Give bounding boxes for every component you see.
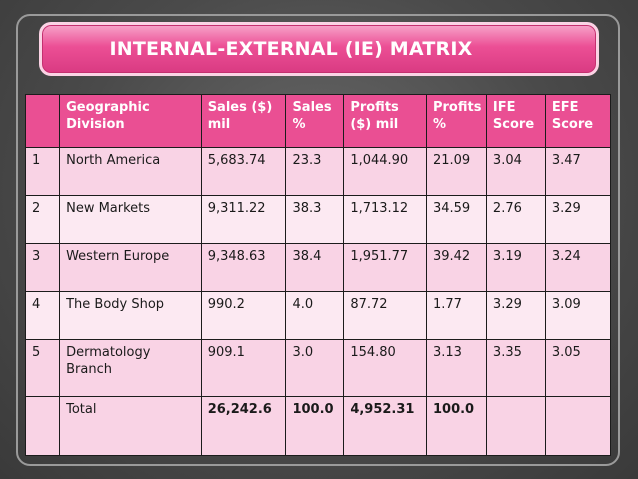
table-cell: 26,242.6 xyxy=(200,396,287,456)
table-cell: 39.42 xyxy=(425,243,487,292)
table-cell xyxy=(485,396,546,456)
slide-title: INTERNAL-EXTERNAL (IE) MATRIX xyxy=(109,38,473,60)
table-cell: 21.09 xyxy=(425,147,487,196)
table-cell: 3.29 xyxy=(485,291,546,340)
table-row: 2 New Markets 9,311.22 38.3 1,713.12 34.… xyxy=(24,195,612,244)
table-cell: 3.29 xyxy=(544,195,612,244)
header-cell: IFE Score xyxy=(485,94,546,148)
table-total-row: Total 26,242.6 100.0 4,952.31 100.0 xyxy=(24,396,612,456)
table-cell: 100.0 xyxy=(425,396,487,456)
table-cell: 9,311.22 xyxy=(200,195,287,244)
table-cell: 1 xyxy=(24,147,61,196)
header-cell: Profits % xyxy=(425,94,487,148)
table-cell: 1,044.90 xyxy=(343,147,427,196)
table-cell: 2 xyxy=(24,195,61,244)
table-cell: 5 xyxy=(24,339,61,397)
table-cell: 4,952.31 xyxy=(343,396,427,456)
total-label: Total xyxy=(59,396,202,456)
table-cell: 5,683.74 xyxy=(200,147,287,196)
header-cell: Sales ($) mil xyxy=(200,94,287,148)
table-cell: 2.76 xyxy=(485,195,546,244)
table-cell: 3.35 xyxy=(485,339,546,397)
table-cell: 154.80 xyxy=(343,339,427,397)
table-cell: 3.19 xyxy=(485,243,546,292)
table-cell: 3.09 xyxy=(544,291,612,340)
header-cell: EFE Score xyxy=(544,94,612,148)
table-cell: 3.05 xyxy=(544,339,612,397)
table-cell: 3 xyxy=(24,243,61,292)
table-cell: 34.59 xyxy=(425,195,487,244)
table-cell: 1.77 xyxy=(425,291,487,340)
table-cell: 1,951.77 xyxy=(343,243,427,292)
table-cell: 3.13 xyxy=(425,339,487,397)
table-cell: 990.2 xyxy=(200,291,287,340)
table-cell: 909.1 xyxy=(200,339,287,397)
table-cell xyxy=(24,396,61,456)
table-cell: 9,348.63 xyxy=(200,243,287,292)
table-cell: 3.47 xyxy=(544,147,612,196)
table-cell: 38.4 xyxy=(285,243,345,292)
ie-matrix-table: Geographic Division Sales ($) mil Sales … xyxy=(24,94,612,456)
table-row: 1 North America 5,683.74 23.3 1,044.90 2… xyxy=(24,147,612,196)
header-cell: Profits ($) mil xyxy=(343,94,427,148)
table-row: 5 Dermatology Branch 909.1 3.0 154.80 3.… xyxy=(24,339,612,397)
title-banner: INTERNAL-EXTERNAL (IE) MATRIX xyxy=(39,22,599,76)
table-cell: 38.3 xyxy=(285,195,345,244)
table-row: 3 Western Europe 9,348.63 38.4 1,951.77 … xyxy=(24,243,612,292)
header-cell: Sales % xyxy=(285,94,345,148)
slide-frame xyxy=(16,14,620,466)
table-cell: 100.0 xyxy=(285,396,345,456)
table-cell: North America xyxy=(59,147,202,196)
header-cell: Geographic Division xyxy=(59,94,202,148)
table-cell: 87.72 xyxy=(343,291,427,340)
header-cell xyxy=(24,94,61,148)
table-cell xyxy=(544,396,612,456)
table-cell: 3.24 xyxy=(544,243,612,292)
table-cell: 4 xyxy=(24,291,61,340)
table-cell: 4.0 xyxy=(285,291,345,340)
table-cell: New Markets xyxy=(59,195,202,244)
table-cell: 23.3 xyxy=(285,147,345,196)
table-cell: Dermatology Branch xyxy=(59,339,202,397)
table-cell: 3.0 xyxy=(285,339,345,397)
table-cell: 3.04 xyxy=(485,147,546,196)
table-cell: Western Europe xyxy=(59,243,202,292)
table-header-row: Geographic Division Sales ($) mil Sales … xyxy=(24,94,612,148)
table-row: 4 The Body Shop 990.2 4.0 87.72 1.77 3.2… xyxy=(24,291,612,340)
table-cell: The Body Shop xyxy=(59,291,202,340)
table-cell: 1,713.12 xyxy=(343,195,427,244)
